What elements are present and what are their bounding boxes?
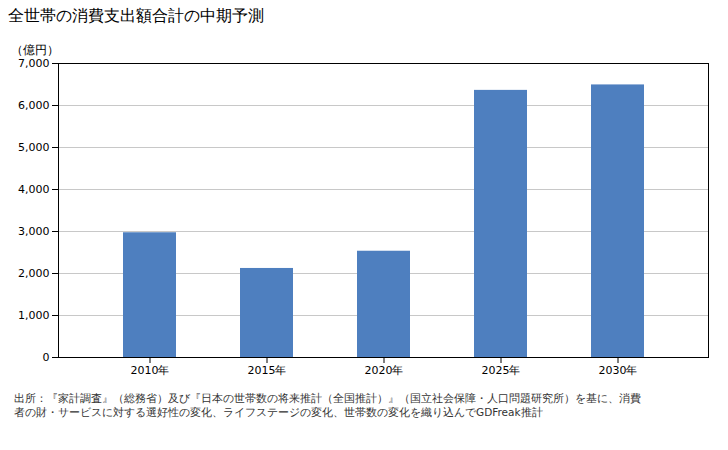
svg-text:6,000: 6,000 xyxy=(18,99,50,112)
html-text:全世帯の消費支出額合計の中期予測: 全世帯の消費支出額合計の中期予測 xyxy=(8,6,264,25)
svg-text:2010年: 2010年 xyxy=(131,364,170,377)
svg-text:（億円）: （億円） xyxy=(11,43,59,57)
html-text:出所：『家計調査』（総務省）及び『日本の世帯数の将来推計（全: 出所：『家計調査』（総務省）及び『日本の世帯数の将来推計（全国推計）』（国立社会… xyxy=(14,392,641,404)
svg-text:0: 0 xyxy=(43,351,50,364)
svg-text:3,000: 3,000 xyxy=(18,225,50,238)
svg-text:2020年: 2020年 xyxy=(365,364,404,377)
svg-text:5,000: 5,000 xyxy=(18,141,50,154)
svg-text:1,000: 1,000 xyxy=(18,309,50,322)
svg-text:7,000: 7,000 xyxy=(18,57,50,70)
svg-text:2025年: 2025年 xyxy=(482,364,521,377)
svg-text:2015年: 2015年 xyxy=(248,364,287,377)
svg-text:2030年: 2030年 xyxy=(599,364,638,377)
html-text:者の財・サービスに対する選好性の変化、ライフステージの変化、: 者の財・サービスに対する選好性の変化、ライフステージの変化、世帯数の変化を織り込… xyxy=(14,406,543,419)
svg-text:2,000: 2,000 xyxy=(18,267,50,280)
svg-text:4,000: 4,000 xyxy=(18,183,50,196)
